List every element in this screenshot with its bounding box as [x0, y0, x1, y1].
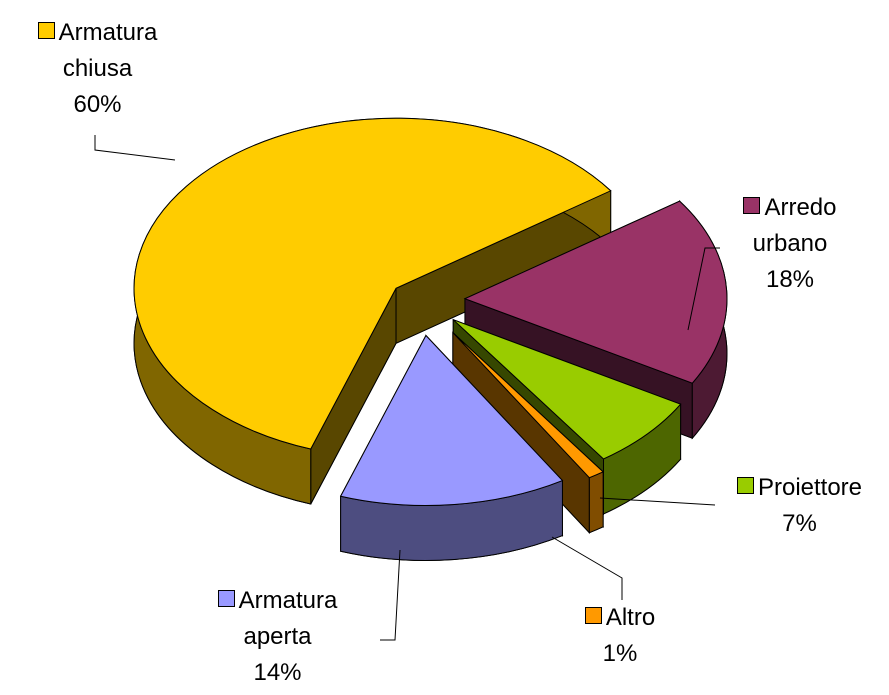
legend-swatch: [584, 607, 602, 624]
leader-line: [687, 247, 720, 331]
legend-swatch: [743, 197, 761, 214]
category-label: Proiettore: [757, 474, 863, 501]
slice: [133, 117, 612, 505]
slice-top: [452, 319, 682, 460]
legend-swatch: [217, 590, 235, 607]
category-label: Armatura chiusa: [58, 19, 158, 82]
leader-line: [551, 536, 623, 600]
slices: [133, 117, 728, 561]
category-label: Altro: [605, 604, 656, 631]
value-label: 1%: [602, 640, 638, 667]
leader-line: [94, 135, 176, 161]
leader-line: [599, 497, 716, 506]
slice-top: [452, 332, 605, 479]
data-label: Altro 1%: [565, 600, 675, 672]
data-label: Armatura aperta 14%: [190, 583, 365, 691]
legend-swatch: [37, 22, 55, 39]
value-label: 7%: [782, 510, 817, 537]
data-label: Armatura chiusa 60%: [10, 15, 185, 123]
category-label: Armatura aperta: [238, 587, 338, 650]
slice-top: [133, 117, 612, 450]
value-label: 14%: [253, 659, 302, 686]
data-label: Arredo urbano 18%: [715, 190, 865, 298]
slice-wall: [588, 471, 604, 534]
slice: [339, 334, 564, 561]
value-label: 18%: [765, 266, 815, 293]
value-label: 60%: [73, 91, 122, 118]
slice-top: [339, 334, 564, 506]
slice-top: [463, 200, 728, 384]
category-label: Arredo urbano: [752, 194, 837, 257]
legend-swatch: [736, 477, 754, 494]
data-label: Proiettore 7%: [712, 470, 887, 542]
leader-line: [380, 549, 401, 641]
